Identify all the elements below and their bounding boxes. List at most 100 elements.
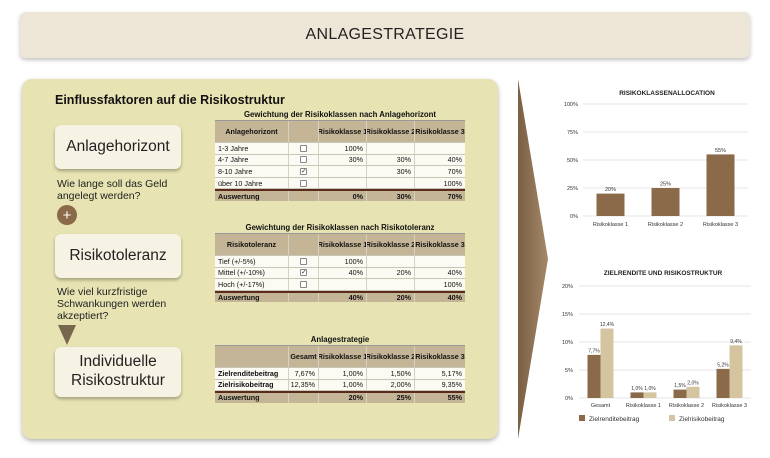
table-row: Tief (+/-5%) 100% [215, 256, 465, 268]
plus-icon: + [57, 205, 77, 225]
header-cell: Risikotoleranz [215, 234, 289, 255]
horizon-table-grid: Anlagehorizont Risikoklasse 1 Risikoklas… [215, 120, 465, 201]
chart-title: RISIKOKLASSENALLOCATION [619, 90, 715, 97]
table-cell: 100% [443, 279, 462, 289]
result-card-line2: Risikostruktur [71, 372, 165, 389]
data-label: 20% [605, 187, 616, 193]
table-cell: 30% [367, 154, 415, 166]
row-label: 1-3 Jahre [215, 143, 289, 154]
table-header-row: Anlagehorizont Risikoklasse 1 Risikoklas… [215, 121, 465, 143]
tolerance-table: Gewichtung der Risikoklassen nach Risiko… [215, 223, 465, 303]
y-tick-label: 100% [564, 102, 578, 108]
data-label: 12,4% [600, 322, 615, 328]
panel-heading: Einflussfaktoren auf die Risikostruktur [55, 93, 285, 107]
checkbox-checked[interactable]: ✓ [300, 167, 307, 175]
checkbox[interactable] [300, 156, 307, 164]
header-cell: Risikoklasse 1 [319, 234, 367, 255]
tolerance-question-line3: akzeptiert? [57, 310, 109, 323]
footer-label: Auswertung [215, 393, 289, 403]
table-cell: 100% [319, 256, 367, 267]
horizon-table: Gewichtung der Risikoklassen nach Anlage… [215, 110, 465, 201]
result-card[interactable]: Individuelle Risikostruktur [55, 347, 181, 397]
footer-label: Auswertung [215, 191, 289, 201]
header-cell [215, 346, 289, 367]
table-cell: 12,35% [289, 379, 319, 391]
bar [643, 392, 657, 398]
footer-cell: 25% [367, 393, 415, 403]
header-cell: Risikoklasse 3 [415, 351, 465, 361]
table-row: 8-10 Jahre ✓ 30% 70% [215, 166, 465, 178]
checkbox[interactable] [300, 144, 307, 152]
bar [729, 345, 743, 398]
table-cell: 100% [319, 143, 367, 154]
x-tick-label: Risikoklasse 1 [593, 222, 628, 228]
y-tick-label: 20% [562, 284, 573, 290]
header-cell: Risikoklasse 3 [415, 126, 465, 136]
table-cell [319, 177, 367, 189]
table-cell: 40% [447, 268, 462, 278]
header-cell: Risikoklasse 2 [367, 346, 415, 367]
table-row: Mittel (+/-10%) ✓ 40% 20% 40% [215, 267, 465, 280]
strategy-table-grid: Gesamt Risikoklasse 1 Risikoklasse 2 Ris… [215, 345, 465, 403]
table-cell: 30% [319, 154, 367, 166]
table-cell [319, 166, 367, 177]
y-tick-label: 10% [562, 340, 573, 346]
table-cell: 1,50% [367, 368, 415, 379]
tolerance-card[interactable]: Risikotoleranz [55, 234, 181, 278]
title-bar: ANLAGESTRATEGIE [20, 12, 750, 58]
table-cell: 20% [367, 267, 415, 279]
header-cell: Risikoklasse 2 [367, 121, 415, 142]
checkbox[interactable] [300, 280, 307, 288]
table-row: Hoch (+/-17%) 100% [215, 279, 465, 291]
header-cell: Risikoklasse 1 [319, 346, 367, 367]
data-label: 1,5% [674, 383, 686, 389]
table-footer-row: Auswertung 20% 25% 55% [215, 391, 465, 403]
checkbox-checked[interactable]: ✓ [300, 269, 307, 277]
table-cell [367, 279, 415, 290]
horizon-card[interactable]: Anlagehorizont [55, 125, 181, 169]
y-tick-label: 5% [565, 368, 573, 374]
allocation-chart: RISIKOKLASSENALLOCATION 0% 25% 50% 75% 100% 20… [564, 90, 748, 228]
footer-label: Auswertung [215, 292, 289, 303]
row-label: 4-7 Jahre [215, 154, 289, 166]
header-cell: Gesamt [289, 346, 319, 367]
x-tick-label: Risikoklasse 3 [703, 222, 738, 228]
table-cell: 70% [447, 166, 462, 176]
bar [587, 354, 601, 398]
checkbox[interactable] [300, 179, 307, 187]
page-title: ANLAGESTRATEGIE [305, 26, 465, 43]
header-cell: Risikoklasse 1 [319, 121, 367, 142]
header-cell: Anlagehorizont [215, 121, 289, 142]
y-tick-label: 0% [570, 214, 578, 220]
data-label: 1,0% [644, 386, 656, 392]
x-tick-label: Risikoklasse 3 [712, 403, 747, 409]
checkbox[interactable] [300, 257, 307, 265]
footer-cell: 70% [447, 191, 462, 201]
bar [673, 389, 687, 398]
tolerance-question-line2: Schwankungen werden [57, 298, 167, 311]
table-cell: 1,00% [319, 368, 367, 379]
table-footer-row: Auswertung 40% 20% 40% [215, 290, 465, 303]
table-cell [367, 177, 415, 189]
strategy-table: Anlagestrategie Gesamt Risikoklasse 1 Ri… [215, 335, 465, 403]
row-label: Hoch (+/-17%) [215, 279, 289, 290]
row-label: Tief (+/-5%) [215, 256, 289, 267]
bar [716, 368, 730, 398]
legend-swatch [669, 415, 675, 421]
table-row: 4-7 Jahre 30% 30% 40% [215, 154, 465, 167]
table-cell [367, 143, 415, 154]
table-cell: 40% [447, 155, 462, 165]
y-tick-label: 15% [562, 312, 573, 318]
data-label: 25% [660, 182, 671, 188]
y-tick-label: 50% [567, 158, 578, 164]
tolerance-table-grid: Risikotoleranz Risikoklasse 1 Risikoklas… [215, 233, 465, 303]
footer-cell: 0% [319, 191, 367, 201]
bar [630, 392, 644, 398]
header-cell [289, 234, 319, 255]
table-cell: 9,35% [441, 380, 462, 390]
table-cell: 2,00% [367, 379, 415, 391]
footer-cell: 40% [319, 292, 367, 303]
table-cell: 7,67% [289, 368, 319, 379]
table-row: Zielrenditebeitrag 7,67% 1,00% 1,50% 5,1… [215, 368, 465, 380]
table-cell: 1,00% [319, 379, 367, 391]
